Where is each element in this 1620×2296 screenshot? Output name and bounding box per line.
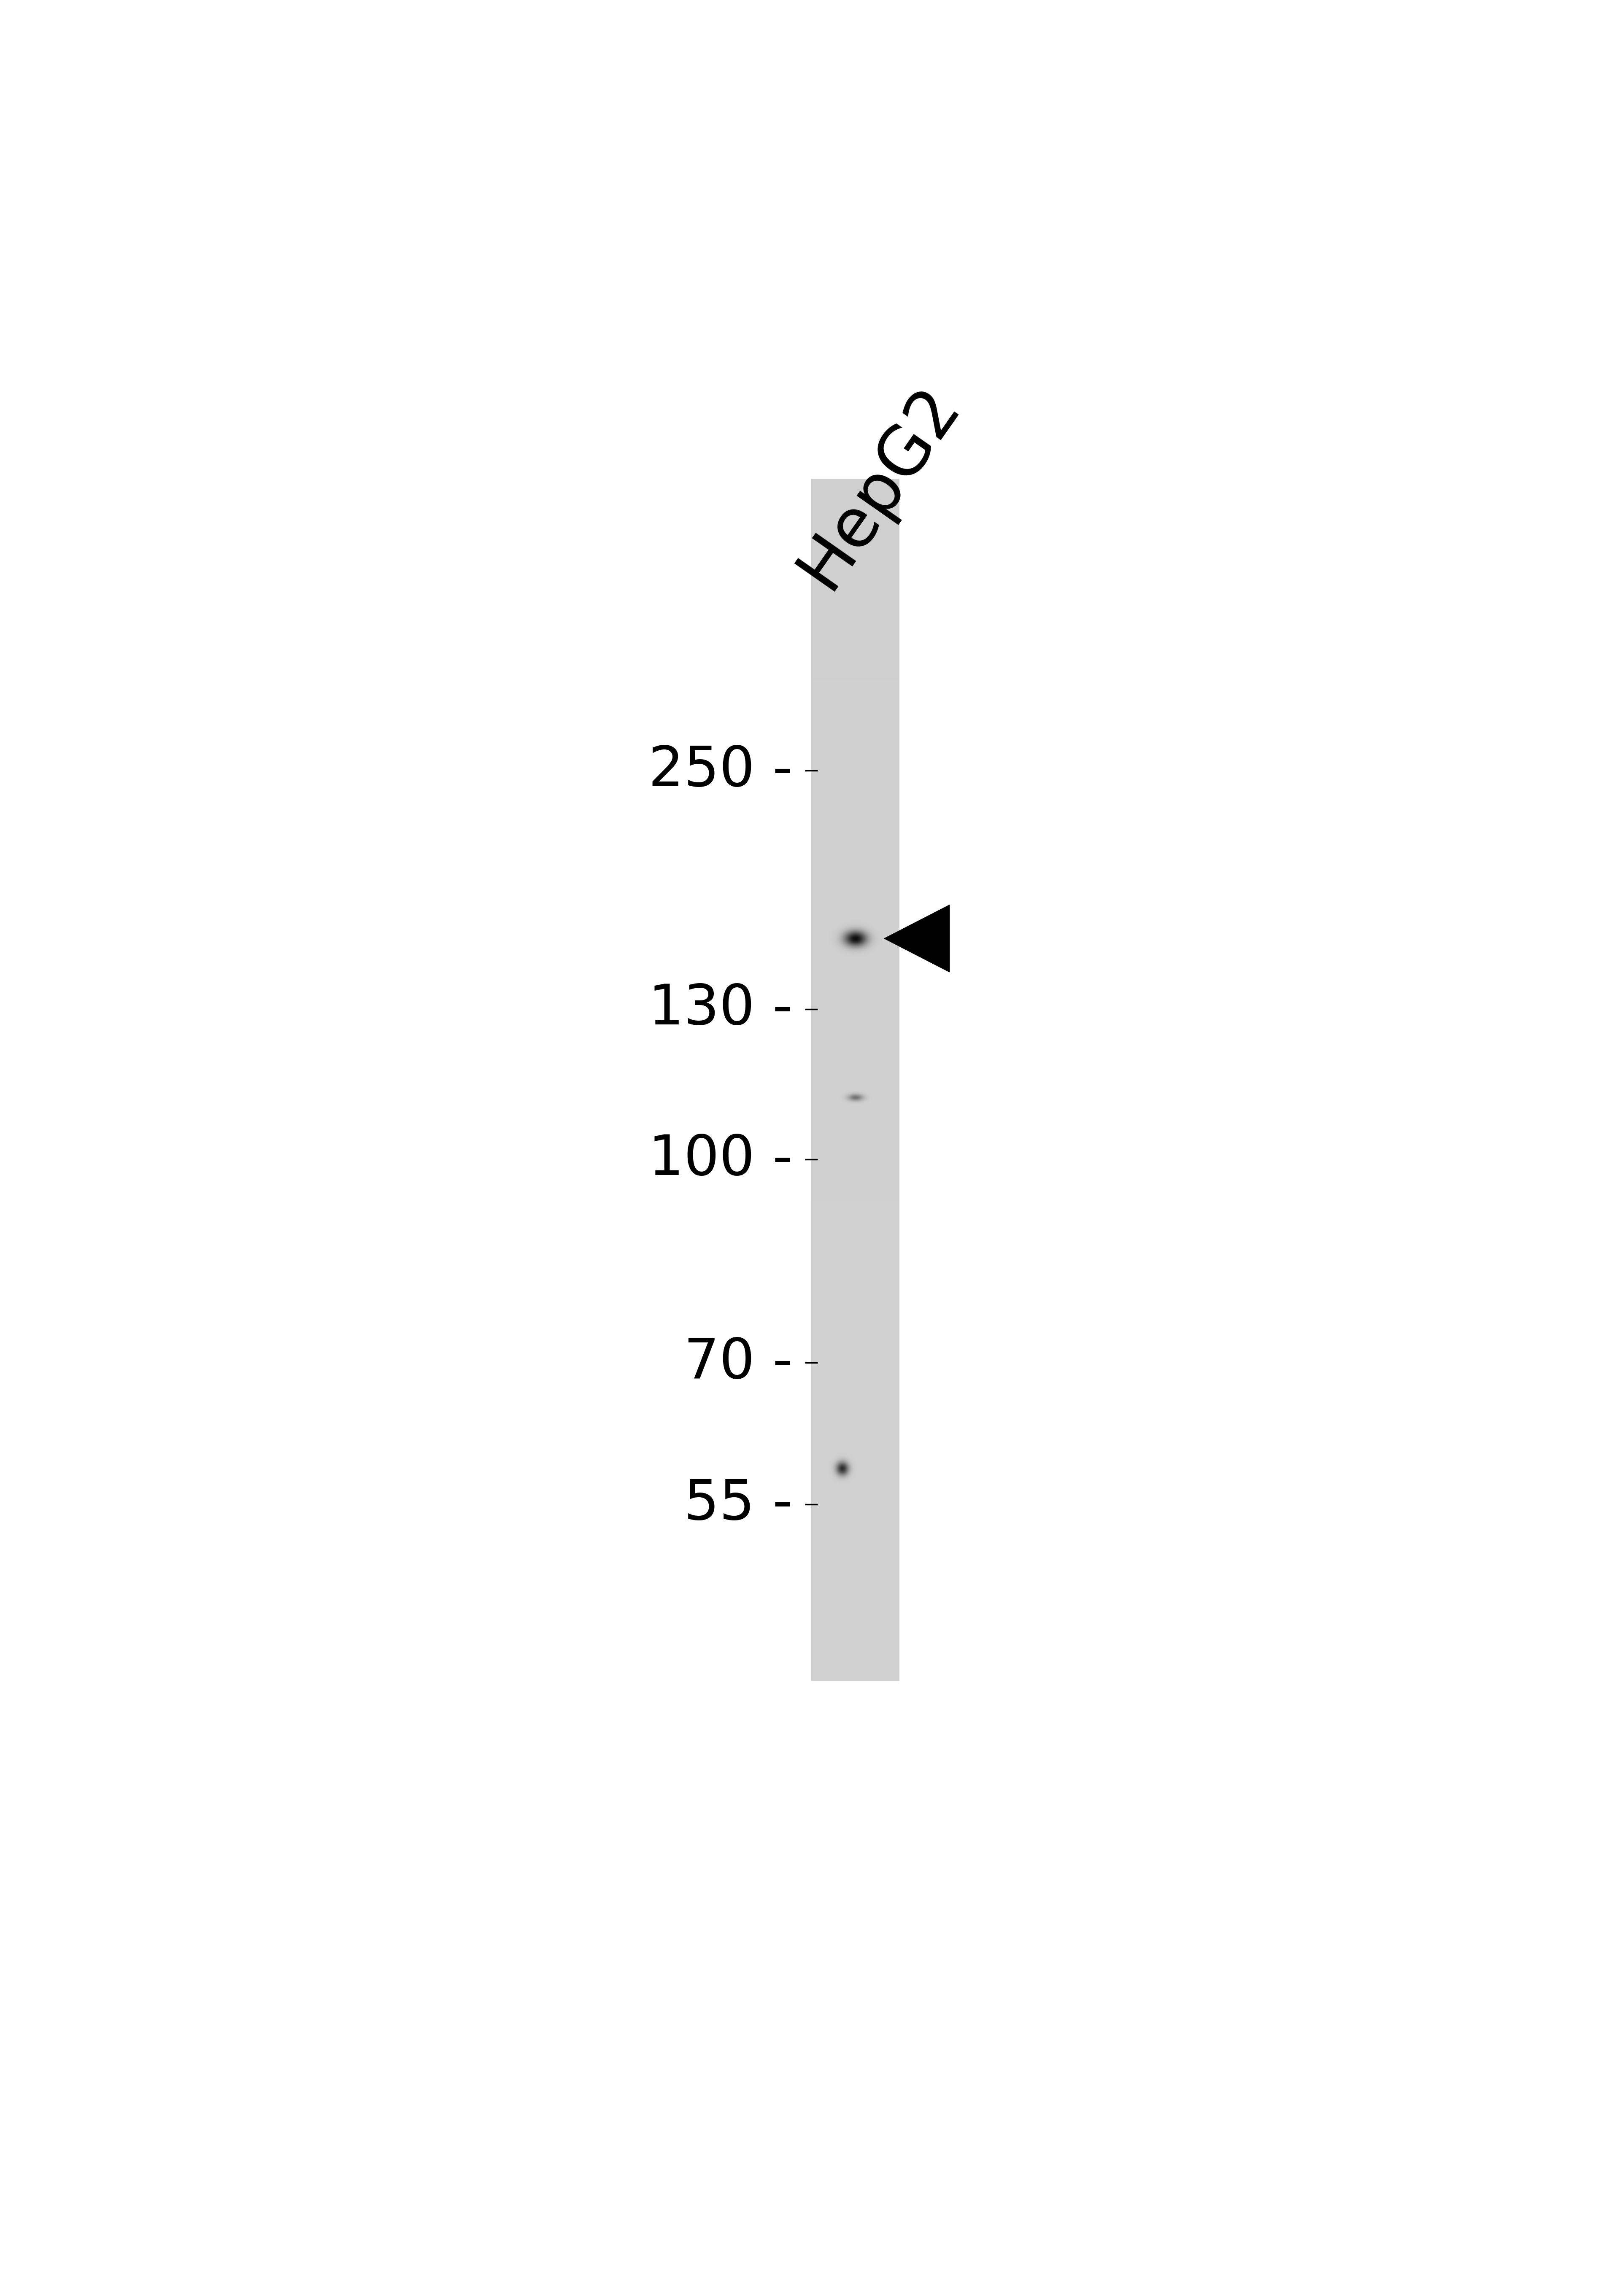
Text: HepG2: HepG2 — [786, 374, 972, 599]
Text: 130 -: 130 - — [648, 983, 792, 1035]
Text: 100 -: 100 - — [648, 1132, 792, 1187]
Polygon shape — [885, 905, 949, 971]
Text: 55 -: 55 - — [684, 1476, 792, 1531]
Text: 70 -: 70 - — [684, 1336, 792, 1389]
Text: 250 -: 250 - — [648, 744, 792, 797]
